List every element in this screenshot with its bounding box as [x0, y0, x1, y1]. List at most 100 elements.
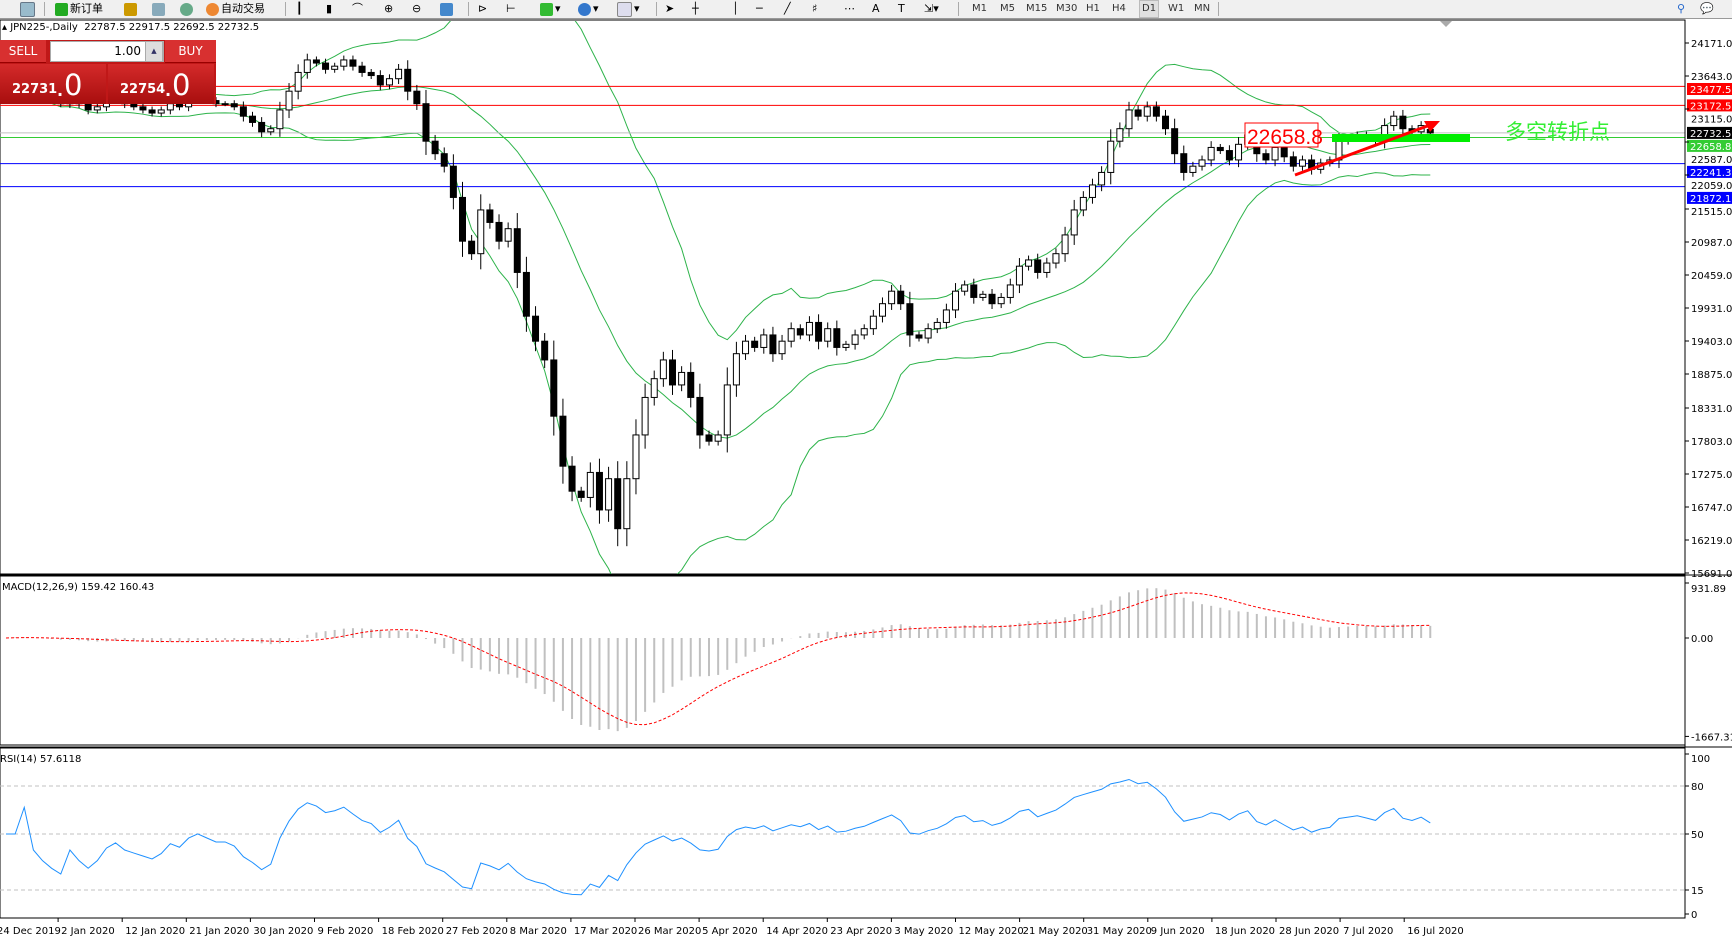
candle[interactable]: [851, 329, 859, 350]
candle[interactable]: [1399, 109, 1407, 135]
candle[interactable]: [668, 349, 676, 395]
signal-icon[interactable]: [180, 1, 193, 17]
candle[interactable]: [367, 69, 375, 79]
timeframe-h1[interactable]: H1: [1086, 3, 1100, 14]
candle[interactable]: [1216, 144, 1224, 154]
candle[interactable]: [568, 456, 576, 502]
candle[interactable]: [742, 334, 750, 360]
timeframe-h4[interactable]: H4: [1112, 3, 1126, 14]
auto-trading-button[interactable]: 自动交易: [206, 1, 265, 17]
candle[interactable]: [1061, 226, 1069, 262]
candle[interactable]: [285, 83, 293, 119]
candle[interactable]: [157, 106, 165, 117]
timeframe-mn[interactable]: MN: [1194, 3, 1211, 14]
candle[interactable]: [614, 461, 622, 547]
candle[interactable]: [769, 326, 777, 362]
candle[interactable]: [979, 290, 987, 301]
candle[interactable]: [732, 341, 740, 397]
candle[interactable]: [340, 55, 348, 71]
candle[interactable]: [504, 222, 512, 248]
line-chart-icon[interactable]: ⌒: [352, 2, 363, 15]
candle[interactable]: [322, 58, 330, 74]
candle[interactable]: [294, 64, 302, 100]
zoom-in-icon[interactable]: ⊕: [384, 2, 394, 15]
candle[interactable]: [532, 306, 540, 352]
candle[interactable]: [678, 366, 686, 392]
chat-icon[interactable]: 💬: [1700, 2, 1714, 15]
candle[interactable]: [239, 101, 247, 122]
candle[interactable]: [541, 333, 549, 369]
candle[interactable]: [760, 328, 768, 354]
chart-area[interactable]: 24171.0 23643.0 23477.5 23172.5 23115.0 22732…: [0, 19, 1732, 940]
candle[interactable]: [924, 323, 932, 344]
candle[interactable]: [1043, 257, 1051, 278]
candle[interactable]: [751, 336, 759, 352]
zoom-icon[interactable]: [20, 1, 35, 17]
buy-button[interactable]: BUY: [165, 40, 216, 63]
candle[interactable]: [422, 89, 430, 155]
candle[interactable]: [723, 367, 731, 453]
chart-shift-icon[interactable]: ⊢: [506, 2, 516, 15]
candle[interactable]: [906, 291, 914, 347]
candle[interactable]: [468, 234, 476, 260]
candle[interactable]: [1143, 101, 1151, 122]
candle[interactable]: [659, 351, 667, 387]
candle[interactable]: [349, 55, 357, 71]
candle[interactable]: [276, 101, 284, 137]
candle[interactable]: [1162, 109, 1170, 135]
candle[interactable]: [1052, 248, 1060, 269]
candle[interactable]: [1262, 149, 1270, 165]
cursor-icon[interactable]: ➤: [665, 2, 675, 15]
candle[interactable]: [249, 111, 257, 127]
candle[interactable]: [550, 340, 558, 436]
candle[interactable]: [267, 125, 275, 136]
candle[interactable]: [897, 284, 905, 310]
candle[interactable]: [1098, 166, 1106, 192]
candle[interactable]: [312, 56, 320, 67]
candle[interactable]: [1171, 118, 1179, 164]
candle[interactable]: [1207, 141, 1215, 167]
candle[interactable]: [1025, 255, 1033, 271]
price-annotation-box[interactable]: [1244, 122, 1319, 148]
candle[interactable]: [997, 293, 1005, 309]
templates-icon[interactable]: ▾: [617, 1, 640, 17]
candle[interactable]: [1390, 110, 1398, 131]
lot-increase-button[interactable]: ▲: [145, 41, 163, 62]
sell-price-button[interactable]: 22731. 0: [0, 64, 106, 104]
bar-chart-icon[interactable]: ┃: [296, 2, 303, 15]
fibo-icon[interactable]: ♯: [812, 2, 818, 15]
candle[interactable]: [933, 318, 941, 334]
candle[interactable]: [1125, 101, 1133, 137]
candle[interactable]: [641, 383, 649, 449]
candle[interactable]: [395, 64, 403, 84]
candle[interactable]: [93, 103, 101, 114]
candle[interactable]: [833, 320, 841, 356]
candle[interactable]: [303, 53, 311, 79]
candle[interactable]: [970, 278, 978, 304]
candle[interactable]: [888, 284, 896, 310]
trend-arrow[interactable]: [1294, 123, 1431, 177]
candle[interactable]: [687, 362, 695, 408]
candle[interactable]: [404, 60, 412, 101]
candle[interactable]: [1289, 151, 1297, 172]
candle[interactable]: [376, 70, 384, 91]
candle[interactable]: [860, 324, 868, 340]
candle[interactable]: [1180, 145, 1188, 181]
candle[interactable]: [559, 398, 567, 484]
arrows-icon[interactable]: ⇲▾: [924, 2, 939, 15]
timeframe-m5[interactable]: M5: [1000, 3, 1015, 14]
candle[interactable]: [139, 103, 147, 114]
search-icon[interactable]: ⚲: [1677, 2, 1686, 15]
candle[interactable]: [1298, 155, 1306, 171]
green-zone-bar[interactable]: [1332, 134, 1470, 142]
candle[interactable]: [577, 486, 585, 502]
candle[interactable]: [495, 214, 503, 250]
candle[interactable]: [787, 322, 795, 348]
candle[interactable]: [796, 324, 804, 340]
candle[interactable]: [1070, 199, 1078, 245]
candle[interactable]: [358, 61, 366, 77]
candle[interactable]: [1134, 105, 1142, 121]
candle[interactable]: [623, 461, 631, 547]
candle[interactable]: [605, 466, 613, 522]
candle[interactable]: [988, 289, 996, 309]
